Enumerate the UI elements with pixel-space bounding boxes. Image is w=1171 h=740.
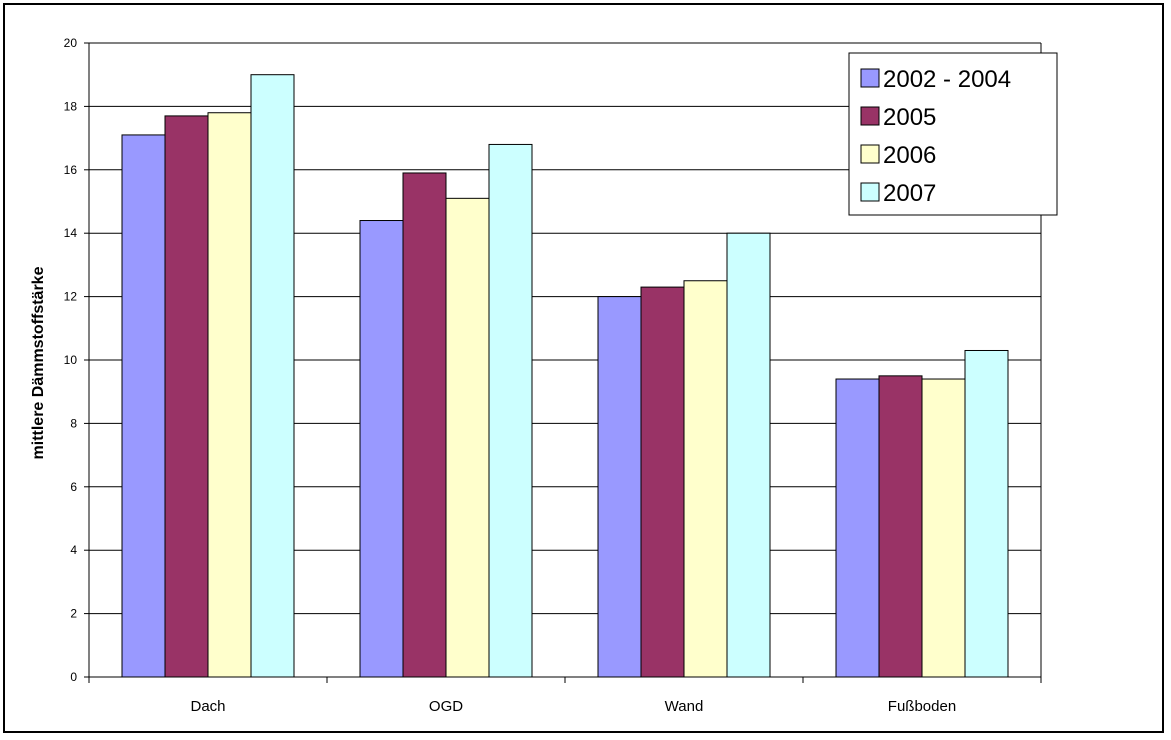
y-tick-label: 4 [70,543,77,557]
bar-chart: 0 2 4 6 8 10 12 14 16 18 20 Dach OGD Wand Fußboden mit… [30,36,1058,715]
y-tick-label: 2 [70,607,77,621]
bar [121,134,166,678]
x-tick-label: Fußboden [888,698,956,715]
y-tick-label: 8 [70,416,77,430]
chart-frame: 0 2 4 6 8 10 12 14 16 18 20 Dach OGD Wand Fußboden mit… [3,3,1164,733]
y-tick-label: 6 [70,480,77,494]
bar [921,378,966,678]
bar [207,112,252,678]
x-tick-label: Dach [190,698,225,715]
bar [964,349,1009,678]
legend-swatch [860,106,880,126]
bar [597,296,642,678]
axes: 0 2 4 6 8 10 12 14 16 18 20 Dach OGD Wand Fußboden [64,36,1042,715]
x-tick-label: OGD [429,698,463,715]
legend-label: 2006 [883,142,936,169]
y-tick-label: 16 [64,163,78,177]
legend-swatch [860,144,880,164]
x-tick-label: Wand [665,698,704,715]
legend-label: 2002 - 2004 [883,66,1011,93]
bar [359,220,404,678]
legend: 2002 - 2004 2005 2006 2007 [848,52,1058,216]
bar [683,280,728,678]
y-axis-title: mittlere Dämmstoffstärke [30,266,47,459]
y-tick-label: 18 [64,99,78,113]
bar [488,143,533,678]
bar [726,232,771,678]
legend-swatch [860,182,880,202]
bar [402,172,447,678]
y-tick-label: 14 [64,226,78,240]
bar [878,375,923,678]
y-tick-label: 12 [64,290,78,304]
legend-swatch [860,68,880,88]
bar [835,378,880,678]
bar [250,74,295,678]
y-tick-label: 0 [70,670,77,684]
y-tick-label: 20 [64,36,78,50]
legend-label: 2007 [883,180,936,207]
legend-box [848,52,1058,216]
legend-label: 2005 [883,104,936,131]
bars [121,74,1009,678]
bar [445,197,490,678]
bar [640,286,685,678]
bar [164,115,209,678]
y-tick-label: 10 [64,353,78,367]
